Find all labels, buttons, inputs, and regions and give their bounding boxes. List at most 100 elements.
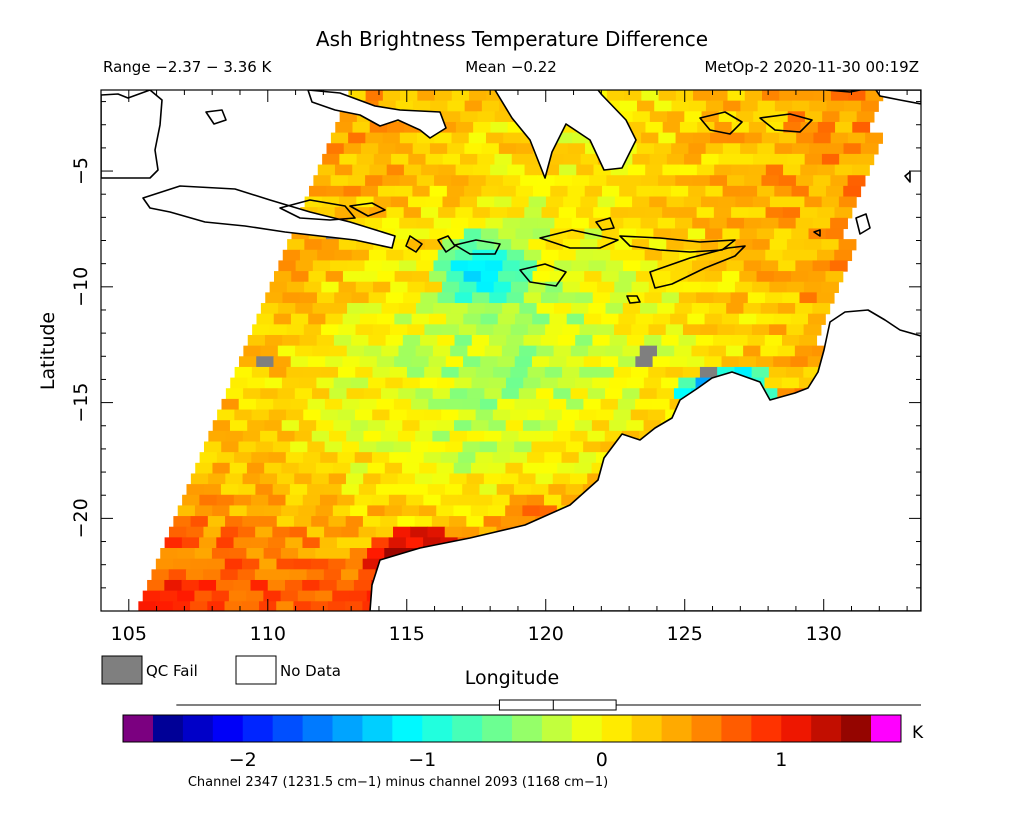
swath-cell [670, 313, 688, 325]
swath-cell [354, 537, 373, 549]
swath-cell [338, 366, 356, 379]
swath-cell [428, 441, 446, 453]
swath-cell [856, 111, 875, 123]
swath-cell [335, 121, 354, 134]
swath-cell [579, 324, 598, 336]
swath-cell [541, 249, 560, 262]
swath-cell [406, 452, 425, 464]
swath-cell [190, 601, 208, 611]
swath-cell [376, 398, 395, 411]
swath-cell [652, 313, 671, 325]
swath-cell [615, 111, 634, 123]
swath-cell [198, 579, 217, 592]
swath-cell [386, 249, 404, 262]
swath-cell [225, 430, 244, 443]
swath-cell [263, 505, 282, 517]
swath-cell [446, 185, 465, 198]
swath-cell [803, 324, 822, 336]
swath-cell [199, 537, 217, 549]
swath-cell [420, 207, 439, 219]
swath-cell [532, 313, 551, 325]
swath-cell [792, 100, 810, 112]
swath-cell [636, 185, 655, 198]
swath-cell [734, 366, 753, 379]
swath-cell [410, 484, 429, 496]
swath-cell [483, 473, 502, 485]
swath-cell [268, 452, 287, 464]
swath-cell [291, 271, 310, 283]
swath-cell [561, 494, 580, 507]
swath-cell [721, 356, 740, 368]
swath-cell [382, 217, 400, 230]
swath-cell [696, 292, 714, 304]
swath-cell [255, 441, 274, 453]
swath-cell [727, 90, 746, 102]
swath-cell [185, 569, 204, 581]
swath-cell [250, 537, 269, 549]
swath-cell [454, 377, 473, 389]
source-readout: MetOp-2 2020-11-30 00:19Z [704, 58, 919, 76]
swath-cell [678, 334, 697, 347]
swath-cell [492, 409, 511, 421]
swath-cell [433, 260, 452, 272]
swath-cell [303, 452, 321, 464]
swath-cell [731, 164, 750, 176]
swath-cell [432, 430, 451, 443]
swath-cell [480, 313, 499, 325]
swath-cell [406, 409, 425, 421]
swath-cell [312, 388, 330, 400]
swath-cell [362, 516, 381, 528]
swath-cell [224, 601, 243, 611]
swath-cell [591, 420, 610, 432]
swath-cell [233, 537, 252, 549]
swath-cell [506, 292, 525, 304]
swath-cell [367, 420, 386, 432]
swath-cell [705, 228, 723, 240]
swath-cell [734, 281, 753, 293]
colorbar-caption: Channel 2347 (1231.5 cm−1) minus channel… [188, 775, 608, 790]
swath-cell [229, 420, 248, 432]
swath-cell [609, 377, 628, 389]
colorbar-over [871, 715, 901, 742]
swath-cell [394, 271, 413, 283]
swath-cell [424, 281, 443, 293]
swath-cell [834, 249, 853, 262]
swath-cell [453, 505, 472, 517]
swath-cell [563, 153, 582, 166]
x-tick-label: 125 [667, 623, 703, 645]
swath-cell [803, 281, 822, 293]
swath-cell [497, 313, 516, 325]
swath-cell [709, 175, 728, 187]
swath-cell [584, 271, 603, 283]
swath-cell [536, 388, 554, 400]
swath-cell [574, 462, 593, 475]
swath-cell [334, 164, 353, 176]
swath-cell [493, 281, 512, 293]
swath-cell [463, 356, 481, 368]
swath-cell [233, 579, 252, 592]
swath-cell [313, 175, 332, 187]
swath-cell [312, 345, 331, 357]
swath-cell [463, 228, 482, 240]
swath-cell [540, 292, 559, 304]
swath-cell [739, 271, 758, 283]
colorbar-segment [332, 715, 363, 742]
swath-cell [658, 175, 676, 187]
swath-cell [723, 100, 741, 112]
swath-cell [756, 356, 774, 368]
swath-cell [484, 388, 503, 400]
swath-cell [212, 462, 231, 475]
swath-cell [397, 473, 416, 485]
swath-cell [804, 196, 823, 208]
swath-cell [142, 590, 161, 602]
swath-cell [372, 409, 391, 421]
swath-cell [734, 324, 753, 336]
swath-cell [510, 324, 529, 336]
swath-cell [545, 239, 564, 251]
swath-cell [372, 324, 391, 336]
swath-cell [489, 207, 508, 219]
swath-cell [485, 260, 504, 272]
swath-cell [622, 303, 641, 315]
swath-cell [277, 388, 296, 400]
swath-cell [632, 153, 651, 166]
